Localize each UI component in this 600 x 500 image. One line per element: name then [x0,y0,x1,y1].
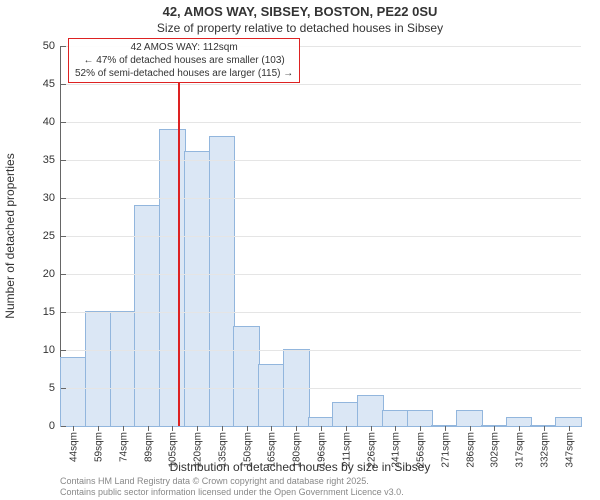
x-tick: 74sqm [116,432,129,462]
histogram-bar [210,137,235,426]
footnote: Contains HM Land Registry data © Crown c… [60,476,404,498]
histogram-bar [309,418,334,426]
y-tick: 0 [49,420,61,432]
histogram-bar [259,365,284,426]
histogram-plot: 0510152025303540455044sqm59sqm74sqm89sqm… [60,46,581,427]
histogram-bar [234,327,259,426]
y-tick: 5 [49,382,61,394]
y-tick: 30 [43,192,61,204]
histogram-bar [556,418,581,426]
y-tick: 45 [43,78,61,90]
x-tick: 59sqm [92,432,105,462]
histogram-bar [383,411,408,426]
x-tick: 89sqm [141,432,154,462]
callout-box: 42 AMOS WAY: 112sqm← 47% of detached hou… [68,38,300,83]
histogram-bar [111,312,136,426]
histogram-bar [185,152,210,426]
callout-line: 52% of semi-detached houses are larger (… [75,67,293,80]
page-title: 42, AMOS WAY, SIBSEY, BOSTON, PE22 0SU [0,4,600,19]
footnote-line2: Contains public sector information licen… [60,487,404,497]
page-subtitle: Size of property relative to detached ho… [0,21,600,35]
histogram-bar [135,206,160,426]
y-tick: 15 [43,306,61,318]
histogram-bar [160,130,185,426]
y-axis-label: Number of detached properties [3,153,17,318]
x-tick: 44sqm [67,432,80,462]
footnote-line1: Contains HM Land Registry data © Crown c… [60,476,369,486]
y-tick: 25 [43,230,61,242]
y-tick: 20 [43,268,61,280]
reference-line [178,82,180,426]
histogram-bar [61,358,86,426]
histogram-bar [408,411,433,426]
histogram-bar [333,403,358,426]
histogram-bar [86,312,111,426]
y-tick: 35 [43,154,61,166]
y-tick: 40 [43,116,61,128]
histogram-bar [358,396,383,426]
callout-line: 42 AMOS WAY: 112sqm [75,41,293,54]
histogram-bar [507,418,532,426]
callout-line: ← 47% of detached houses are smaller (10… [75,54,293,67]
x-axis-label: Distribution of detached houses by size … [0,460,600,474]
histogram-bar [457,411,482,426]
y-tick: 50 [43,40,61,52]
y-tick: 10 [43,344,61,356]
